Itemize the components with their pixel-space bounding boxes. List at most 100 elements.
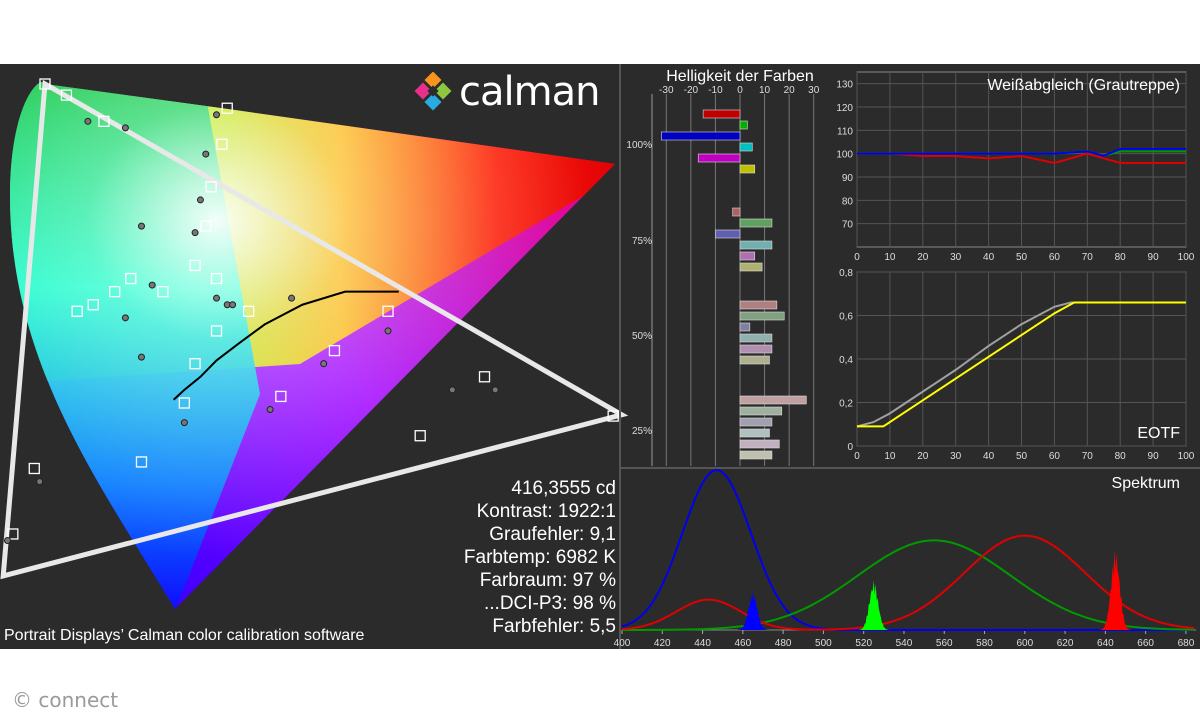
brightness-bar: [739, 395, 807, 405]
brightness-bar: [739, 428, 770, 438]
eotf-x-tick: 50: [1016, 451, 1028, 462]
measured-point: [448, 386, 456, 394]
spectrum-x-tick: 580: [976, 638, 993, 649]
whitebal-x-tick: 30: [950, 252, 962, 263]
brightness-bar: [702, 109, 741, 119]
spectrum-curve: [621, 534, 1195, 631]
eotf-x-tick: 20: [917, 451, 929, 462]
eotf-x-tick: 10: [884, 451, 896, 462]
brightness-x-tick: -30: [659, 85, 674, 96]
target-point: [210, 325, 223, 337]
gamut-outline: [0, 79, 629, 580]
brightness-bar: [739, 164, 756, 174]
stat-gamut: Farbraum: 97 %: [479, 570, 616, 591]
brightness-x-tick: 20: [784, 85, 796, 96]
spectrum-x-tick: 620: [1057, 638, 1074, 649]
brightness-title: Helligkeit der Farben: [666, 68, 814, 85]
spectrum-x-tick: 420: [654, 638, 671, 649]
spectrum-chart: 400 420 440 460 480 500 520 540 560 580 600 620 640 6…: [614, 469, 1196, 649]
target-point: [87, 299, 99, 311]
brightness-x-tick: 10: [759, 85, 771, 96]
target-point: [189, 259, 201, 272]
spectrum-x-tick: 500: [815, 638, 832, 649]
spectrum-spike: [736, 590, 770, 630]
measured-point: [384, 327, 392, 335]
target-point: [275, 390, 287, 403]
eotf-y-tick: 0,4: [839, 355, 853, 366]
whitebal-x-tick: 100: [1178, 252, 1195, 263]
brightness-bar: [739, 322, 751, 332]
target-point: [478, 371, 491, 383]
target-point: [28, 462, 40, 475]
spectrum-curve: [621, 469, 1194, 631]
target-point: [135, 456, 148, 468]
brightness-bar: [661, 131, 741, 141]
charts-canvas: Helligkeit der Farben-30 -20 -10 0 10 20 30100…: [0, 64, 1200, 649]
whitebal-x-tick: 20: [917, 252, 929, 263]
eotf-chart: 0 10 20 30 40 50 60 70 80 90 100 0 0,2 0,4 0,6 0,8 EOTF: [839, 268, 1195, 462]
brightness-y-tick: 50%: [632, 331, 652, 342]
brightness-bar: [739, 406, 783, 416]
stat-contrast: Kontrast: 1922:1: [476, 501, 616, 522]
whitebal-y-tick: 80: [842, 196, 854, 207]
measured-point: [180, 419, 188, 427]
measured-point: [121, 124, 129, 132]
target-point: [382, 305, 394, 317]
brightness-bar: [739, 333, 773, 343]
eotf-x-tick: 70: [1082, 451, 1094, 462]
planckian-locus: [172, 290, 399, 401]
measured-point: [137, 353, 145, 361]
target-point: [39, 78, 51, 90]
brightness-y-tick: 100%: [626, 140, 652, 151]
eotf-x-tick: 40: [983, 451, 995, 462]
measured-point: [3, 537, 11, 545]
brightness-chart: Helligkeit der Farben-30 -20 -10 0 10 20 30 100…: [626, 68, 820, 466]
brightness-y-tick: 75%: [632, 236, 652, 247]
target-point: [607, 410, 619, 422]
target-point: [125, 272, 137, 285]
eotf-x-tick: 80: [1115, 451, 1127, 462]
target-point: [109, 285, 121, 298]
brightness-bar: [732, 207, 741, 217]
target-point: [243, 305, 255, 317]
target-points: [7, 78, 619, 540]
whitebal-x-tick: 80: [1115, 252, 1127, 263]
target-point: [7, 528, 19, 540]
planckian-locus-line: [172, 290, 399, 401]
whitebal-x-tick: 40: [983, 252, 995, 263]
brightness-bar: [739, 311, 785, 321]
spectrum-x-tick: 660: [1137, 638, 1154, 649]
brightness-bar: [697, 153, 741, 163]
brightness-x-tick: 0: [737, 85, 743, 96]
whitebal-x-tick: 90: [1148, 252, 1160, 263]
brightness-x-tick: -10: [708, 85, 723, 96]
brightness-x-tick: 30: [808, 85, 820, 96]
measured-point: [229, 301, 237, 309]
gamut-triangle: [0, 79, 629, 580]
spectrum-x-tick: 440: [694, 638, 711, 649]
eotf-y-tick: 0,8: [839, 268, 853, 279]
spectrum-spike: [857, 580, 890, 630]
target-point: [178, 397, 191, 409]
brightness-x-tick: -20: [684, 85, 699, 96]
eotf-x-tick: 100: [1178, 451, 1195, 462]
stat-dci-p3: ...DCI-P3: 98 %: [484, 593, 616, 614]
eotf-y-tick: 0,2: [839, 399, 853, 410]
stat-color-error: Farbfehler: 5,5: [492, 616, 616, 637]
spectrum-title: Spektrum: [1112, 475, 1180, 492]
target-point: [157, 285, 169, 298]
measured-point: [213, 111, 221, 119]
spectrum-x-tick: 460: [734, 638, 751, 649]
eotf-x-tick: 30: [950, 451, 962, 462]
brightness-bar: [739, 417, 773, 427]
target-point: [414, 430, 426, 442]
spectrum-x-tick: 400: [614, 638, 631, 649]
calman-logo-icon: [414, 72, 452, 111]
software-caption: Portrait Displays’ Calman color calibrat…: [4, 627, 365, 644]
target-point: [205, 181, 217, 193]
measured-point: [148, 281, 156, 289]
target-point: [200, 220, 212, 232]
eotf-line: [857, 301, 1186, 428]
brightness-bar: [739, 142, 753, 152]
